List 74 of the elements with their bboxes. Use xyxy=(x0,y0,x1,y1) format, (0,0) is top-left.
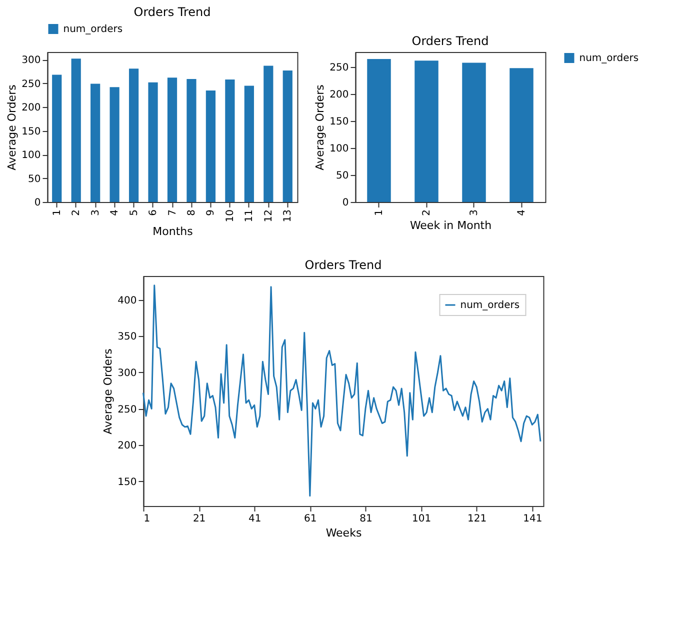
x-tick-label: 81 xyxy=(360,514,372,524)
y-axis-title: Average Orders xyxy=(6,84,19,170)
y-tick-label: 400 xyxy=(118,295,137,306)
bar xyxy=(462,62,486,202)
x-tick-label: 13 xyxy=(282,210,294,222)
x-tick-label: 2 xyxy=(71,210,82,216)
x-tick-label: 61 xyxy=(304,514,317,524)
bar xyxy=(90,84,100,202)
y-tick-label: 100 xyxy=(22,150,41,162)
x-tick-label: 12 xyxy=(263,210,274,222)
legend-label: num_orders xyxy=(460,300,520,311)
bar xyxy=(264,66,274,202)
x-axis-title: Months xyxy=(152,225,194,238)
x-tick-label: 21 xyxy=(192,514,206,524)
x-tick-label: 9 xyxy=(206,210,217,216)
x-tick-label: 5 xyxy=(128,210,140,216)
x-tick-label: 2 xyxy=(422,210,432,216)
x-tick-label: 11 xyxy=(244,210,256,222)
y-tick-label: 0 xyxy=(342,198,349,208)
y-tick-label: 300 xyxy=(118,368,137,379)
bar xyxy=(206,90,216,202)
bar xyxy=(167,78,178,202)
y-tick-label: 50 xyxy=(336,170,349,182)
bar xyxy=(414,60,438,202)
x-tick-label: 1 xyxy=(374,210,385,216)
bar xyxy=(186,79,196,202)
y-tick-label: 0 xyxy=(34,198,41,208)
x-tick-label: 4 xyxy=(110,210,121,216)
y-tick-label: 200 xyxy=(118,440,137,452)
y-tick-label: 200 xyxy=(22,102,41,114)
bar xyxy=(225,80,235,202)
x-tick-label: 101 xyxy=(412,514,432,524)
x-tick-label: 41 xyxy=(248,514,262,524)
x-tick-label: 3 xyxy=(90,210,102,216)
y-tick-label: 300 xyxy=(22,55,41,66)
bar xyxy=(510,68,534,202)
y-tick-label: 50 xyxy=(28,174,41,185)
y-tick-label: 200 xyxy=(330,90,349,101)
bar xyxy=(244,86,254,202)
y-tick-label: 150 xyxy=(330,116,349,128)
chart-title: Orders Trend xyxy=(134,5,211,19)
y-tick-label: 250 xyxy=(330,62,349,74)
bar xyxy=(52,74,62,202)
y-tick-label: 150 xyxy=(22,126,41,138)
x-tick-label: 7 xyxy=(167,210,178,216)
chart-title: Orders Trend xyxy=(304,258,382,272)
bar xyxy=(282,70,292,202)
y-tick-label: 150 xyxy=(118,476,137,488)
y-axis-title: Average Orders xyxy=(102,348,115,434)
line-series xyxy=(142,284,542,497)
bar xyxy=(367,59,391,202)
legend-label: num_orders xyxy=(579,53,639,64)
y-tick-label: 250 xyxy=(22,78,41,90)
y-tick-label: 250 xyxy=(118,404,137,416)
x-tick-label: 3 xyxy=(469,210,480,216)
x-tick-label: 4 xyxy=(516,210,528,216)
bar xyxy=(148,82,158,202)
legend-label: num_orders xyxy=(63,24,123,35)
x-tick-label: 8 xyxy=(186,210,198,216)
x-axis-title: Week in Month xyxy=(410,218,492,232)
x-tick-label: 121 xyxy=(468,514,487,524)
x-tick-label: 141 xyxy=(523,514,542,524)
y-tick-label: 350 xyxy=(118,332,137,343)
x-tick-label: 6 xyxy=(148,210,160,216)
x-tick-label: 1 xyxy=(52,210,63,216)
x-tick-label: 1 xyxy=(144,514,150,524)
x-axis-title: Weeks xyxy=(326,526,362,540)
y-tick-label: 100 xyxy=(330,144,349,155)
chart-title: Orders Trend xyxy=(412,34,489,48)
bar xyxy=(110,87,120,202)
bar xyxy=(71,58,81,202)
x-tick-label: 10 xyxy=(224,210,236,222)
bar xyxy=(128,68,139,202)
y-axis-title: Average Orders xyxy=(314,84,327,170)
